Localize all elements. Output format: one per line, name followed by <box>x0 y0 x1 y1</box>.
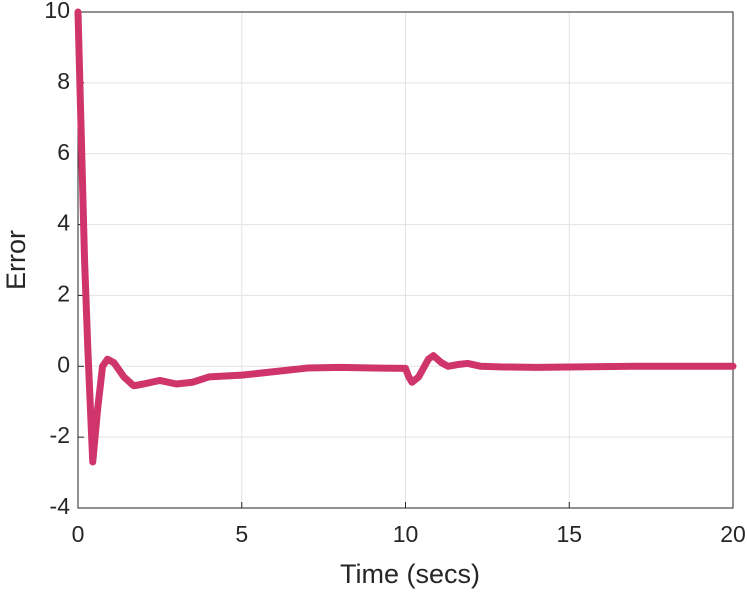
y-tick-label: -4 <box>50 493 71 519</box>
data-line <box>74 8 737 466</box>
y-tick-label: -2 <box>50 422 70 448</box>
y-tick-label: 10 <box>44 0 70 23</box>
y-axis-label: Error <box>1 230 31 290</box>
x-tick-label: 5 <box>235 521 248 547</box>
x-tick-label: 10 <box>393 521 419 547</box>
x-tick-label: 0 <box>72 521 85 547</box>
x-axis-label: Time (secs) <box>340 559 480 589</box>
y-tick-label: 8 <box>57 68 70 94</box>
x-tick-label: 20 <box>720 521 746 547</box>
y-tick-label: 4 <box>57 210 70 236</box>
x-tick-label: 15 <box>556 521 582 547</box>
y-tick-label: 0 <box>57 351 70 377</box>
y-tick-label: 2 <box>57 281 70 307</box>
plot-frame <box>77 11 734 509</box>
y-tick-label: 6 <box>57 139 70 165</box>
